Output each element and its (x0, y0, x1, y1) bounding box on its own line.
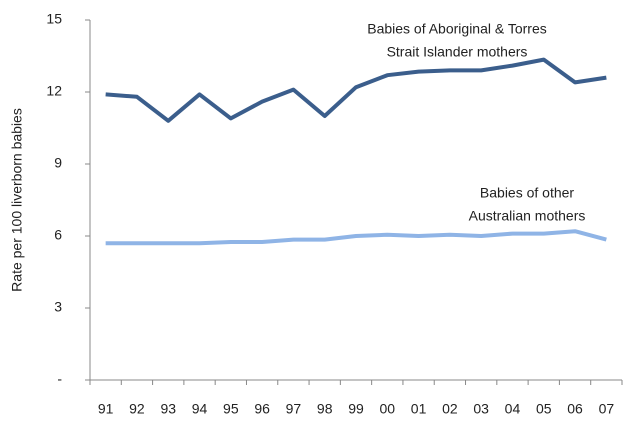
x-tick-label: 06 (567, 401, 583, 417)
x-tick-label: 07 (599, 401, 615, 417)
x-tick-label: 99 (348, 401, 364, 417)
annotation: Strait Islander mothers (387, 44, 528, 60)
series-line (105, 229, 607, 246)
y-tick-label: 9 (54, 155, 62, 171)
x-tick-label: 93 (160, 401, 176, 417)
x-tick-label: 96 (254, 401, 270, 417)
y-tick-label: 6 (54, 227, 62, 243)
x-tick-label: 98 (317, 401, 333, 417)
y-tick-label: 3 (54, 299, 62, 315)
y-tick-label: 12 (46, 83, 62, 99)
annotation: Australian mothers (469, 208, 586, 224)
y-tick-label: - (57, 371, 62, 387)
x-tick-label: 00 (380, 401, 396, 417)
x-tick-label: 03 (473, 401, 489, 417)
x-tick-label: 94 (192, 401, 208, 417)
x-tick-label: 01 (411, 401, 427, 417)
x-tick-label: 02 (442, 401, 458, 417)
x-tick-label: 92 (129, 401, 145, 417)
x-tick-label: 91 (98, 401, 114, 417)
y-tick-label: 15 (46, 11, 62, 27)
series-line (105, 57, 607, 123)
x-tick-label: 04 (505, 401, 521, 417)
annotation: Babies of Aboriginal & Torres (367, 21, 547, 37)
x-tick-label: 97 (286, 401, 302, 417)
x-tick-label: 05 (536, 401, 552, 417)
annotation: Babies of other (480, 185, 575, 201)
y-axis-label: Rate per 100 liverborn babies (9, 108, 25, 292)
x-tick-label: 95 (223, 401, 239, 417)
